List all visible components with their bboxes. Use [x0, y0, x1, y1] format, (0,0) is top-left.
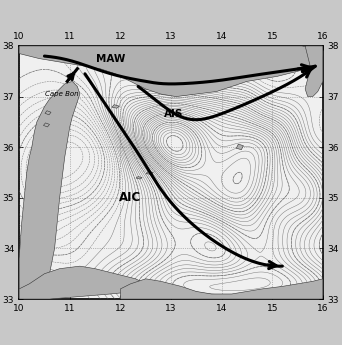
Polygon shape: [19, 266, 146, 299]
Polygon shape: [146, 171, 153, 175]
Polygon shape: [303, 46, 323, 97]
Polygon shape: [112, 105, 119, 108]
Text: AIC: AIC: [119, 191, 142, 204]
Polygon shape: [19, 81, 80, 299]
Text: AIS: AIS: [164, 109, 183, 119]
Text: MAW: MAW: [95, 53, 125, 63]
Polygon shape: [43, 123, 50, 127]
Polygon shape: [236, 144, 244, 150]
Polygon shape: [19, 46, 323, 97]
Polygon shape: [45, 111, 51, 115]
Polygon shape: [136, 177, 142, 179]
Text: Cape Bon: Cape Bon: [45, 91, 79, 97]
Polygon shape: [120, 279, 323, 299]
